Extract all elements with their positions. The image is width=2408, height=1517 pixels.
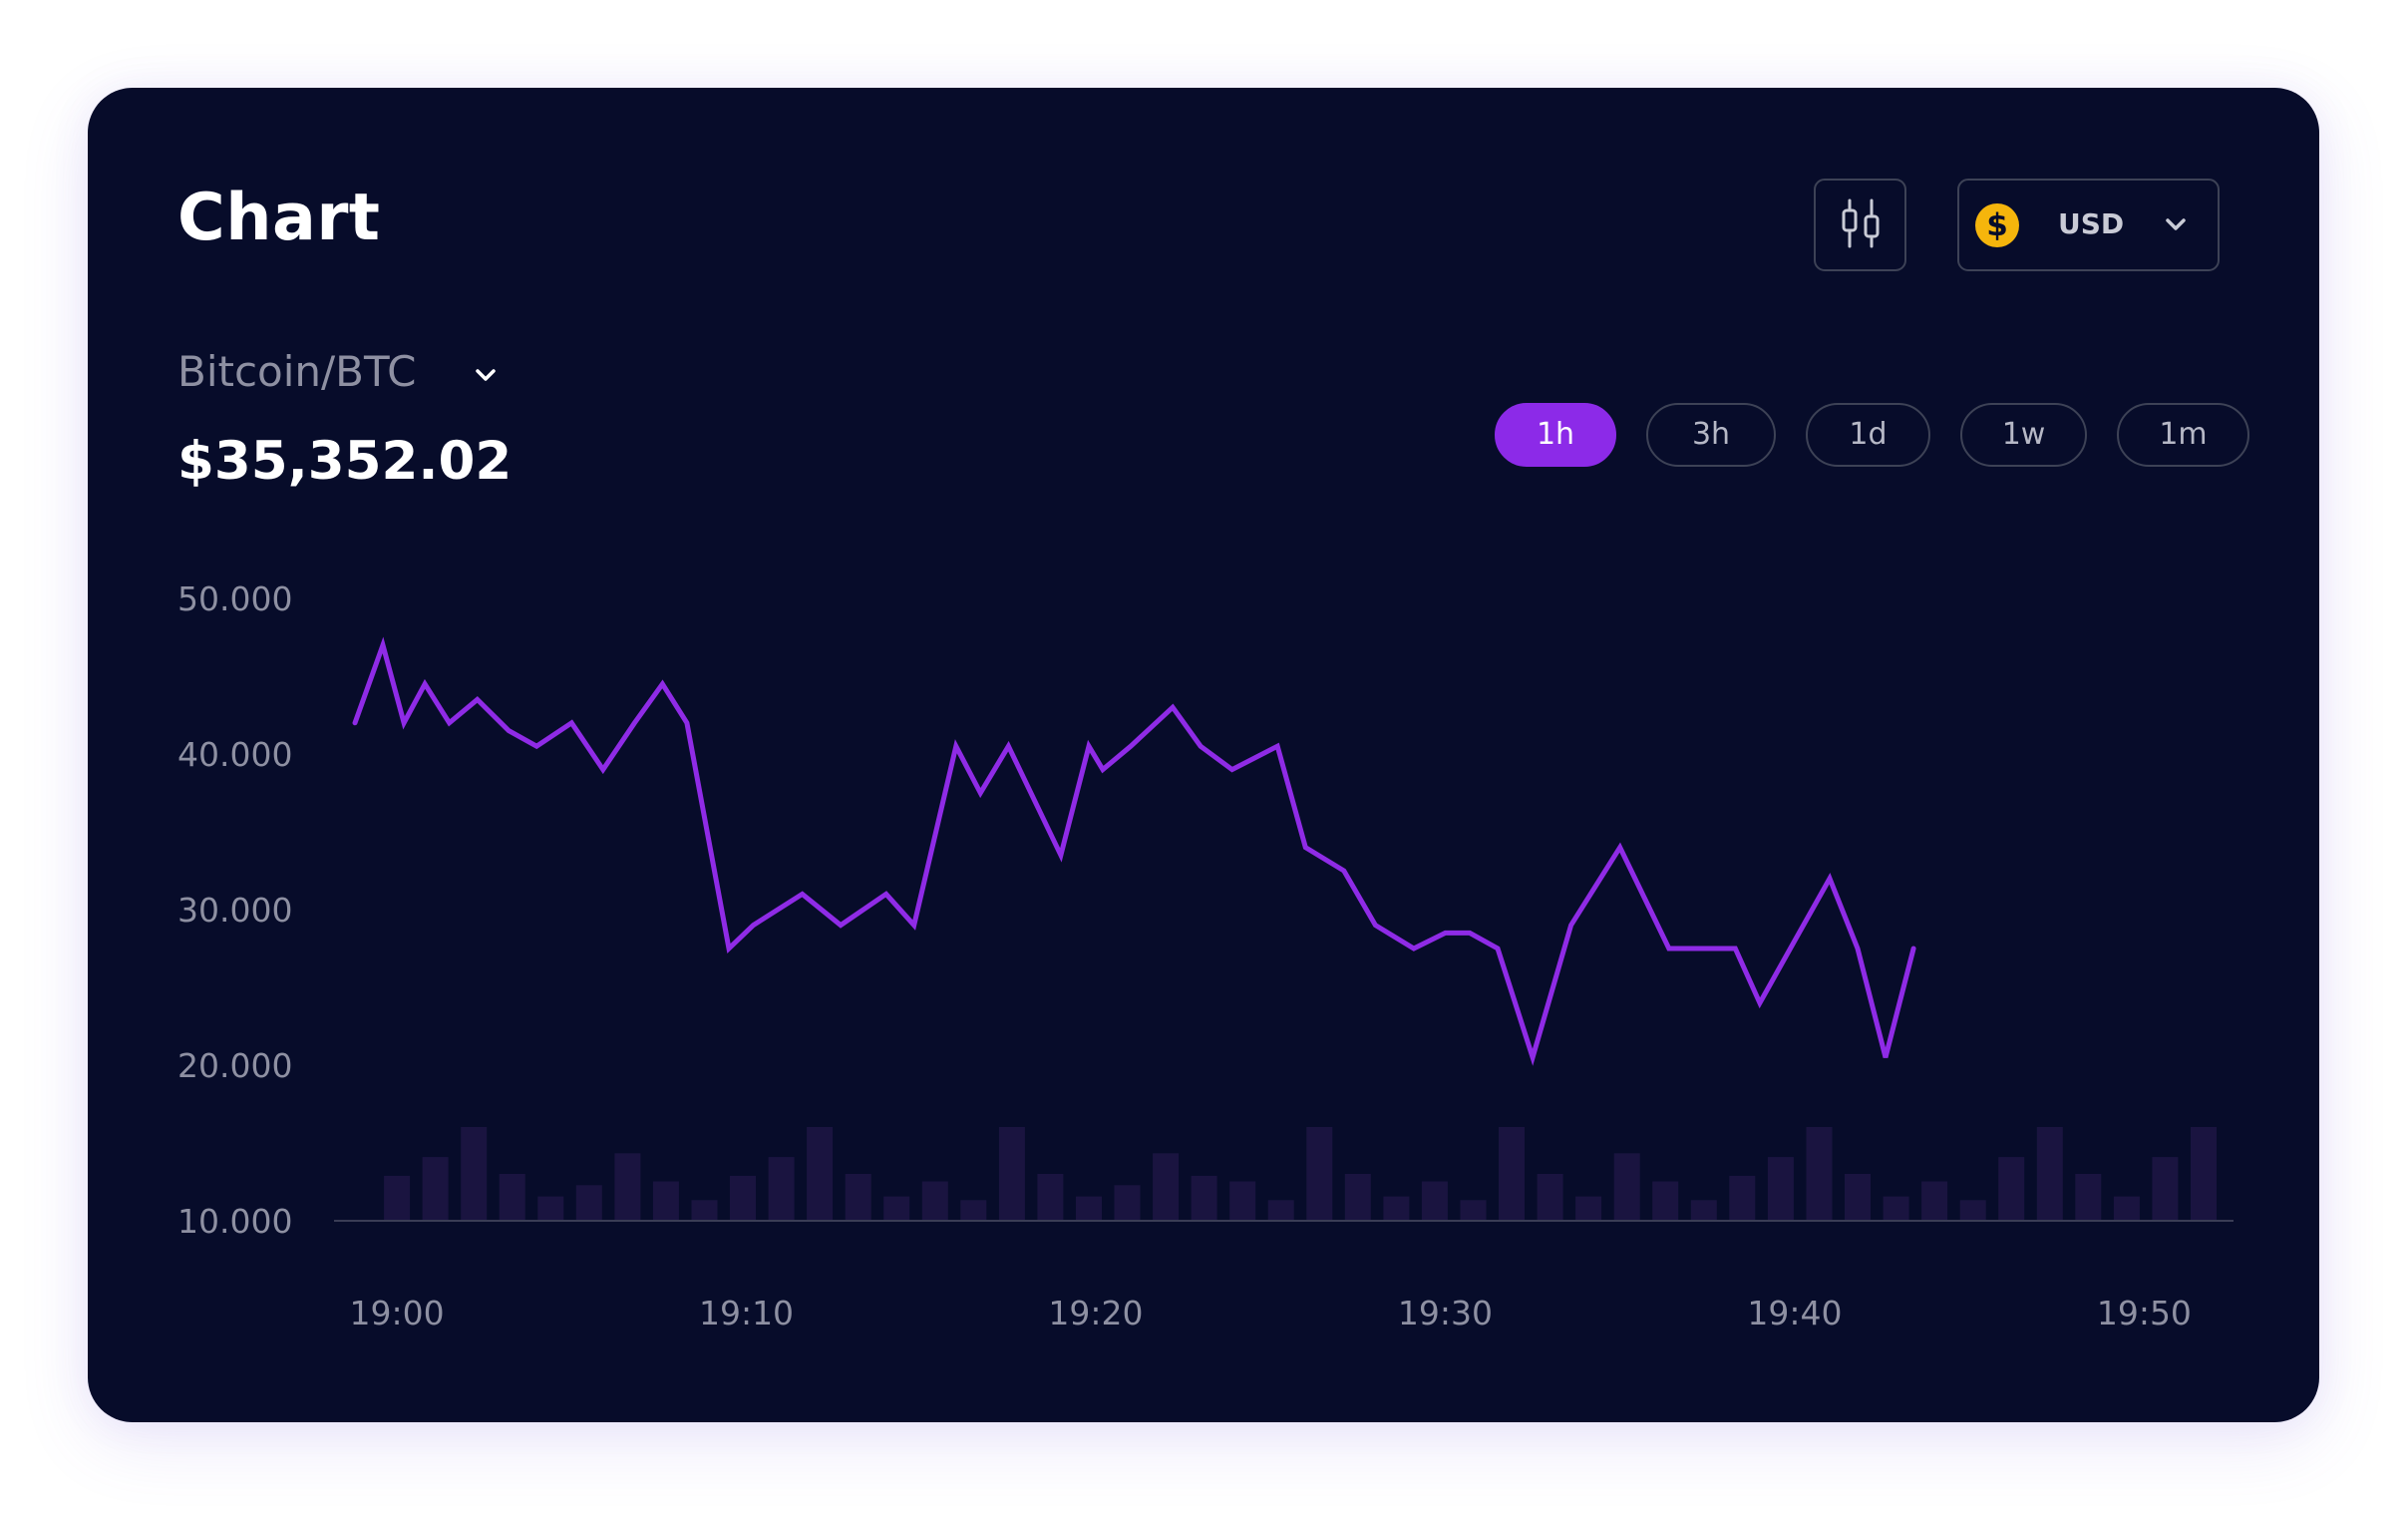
volume-bar <box>1421 1181 1448 1221</box>
volume-bar <box>384 1175 411 1221</box>
price-chart: 50.000 40.000 30.000 20.000 10.000 19:00 19:10… <box>177 579 2234 1332</box>
volume-bar <box>1460 1200 1487 1221</box>
dollar-coin-icon: $ <box>1975 203 2019 247</box>
volume-bar <box>845 1174 871 1221</box>
candlestick-toggle-button[interactable] <box>1814 179 1906 271</box>
volume-bar <box>1729 1175 1756 1221</box>
volume-bar <box>921 1181 948 1221</box>
timeframe-1m-button[interactable]: 1m <box>2117 403 2249 467</box>
y-tick-label: 20.000 <box>177 1046 292 1085</box>
volume-bar <box>883 1196 910 1221</box>
volume-bar <box>1652 1181 1679 1221</box>
volume-bar <box>1575 1196 1602 1221</box>
x-tick-label: 19:20 <box>1048 1294 1143 1332</box>
y-tick-label: 40.000 <box>177 735 292 774</box>
chevron-down-icon <box>2165 216 2187 236</box>
volume-bar <box>730 1175 756 1221</box>
volume-bar <box>1690 1200 1717 1221</box>
volume-bar <box>807 1127 834 1221</box>
volume-bar <box>499 1174 525 1221</box>
volume-bar <box>768 1157 795 1221</box>
volume-bar <box>2113 1196 2140 1221</box>
volume-bar <box>1921 1181 1948 1221</box>
timeframe-1h-button[interactable]: 1h <box>1495 403 1616 467</box>
timeframe-1w-button[interactable]: 1w <box>1960 403 2087 467</box>
volume-bar <box>2152 1157 2179 1221</box>
asset-pair-label: Bitcoin/BTC <box>177 347 417 396</box>
x-tick-label: 19:50 <box>2097 1294 2192 1332</box>
volume-bar <box>1306 1127 1333 1221</box>
price-line <box>352 636 1916 1066</box>
volume-bar <box>537 1196 564 1221</box>
volume-bar <box>2036 1127 2063 1221</box>
volume-bar <box>461 1127 488 1221</box>
x-tick-label: 19:10 <box>699 1294 794 1332</box>
volume-bar <box>1806 1127 1833 1221</box>
volume-bar <box>422 1157 449 1221</box>
chevron-down-icon <box>475 367 497 387</box>
volume-bar <box>1499 1127 1525 1221</box>
volume-bar <box>1153 1153 1180 1221</box>
volume-bar <box>2075 1174 2102 1221</box>
volume-bar <box>575 1185 602 1221</box>
volume-bar <box>1845 1174 1871 1221</box>
volume-bar <box>960 1200 987 1221</box>
asset-price: $35,352.02 <box>177 431 513 492</box>
volume-bar <box>1613 1153 1640 1221</box>
volume-bar <box>1537 1174 1563 1221</box>
timeframe-1d-button[interactable]: 1d <box>1806 403 1930 467</box>
volume-bar <box>1037 1174 1064 1221</box>
volume-bar <box>614 1153 641 1221</box>
x-tick-label: 19:40 <box>1747 1294 1842 1332</box>
volume-bar <box>1229 1181 1256 1221</box>
volume-bar <box>1267 1200 1294 1221</box>
x-tick-label: 19:30 <box>1398 1294 1493 1332</box>
volume-bar <box>1076 1196 1102 1221</box>
y-tick-label: 30.000 <box>177 891 292 930</box>
volume-bar <box>1344 1174 1371 1221</box>
volume-bar <box>652 1181 679 1221</box>
y-tick-label: 50.000 <box>177 579 292 618</box>
x-tick-label: 19:00 <box>350 1294 445 1332</box>
volume-bar <box>998 1127 1025 1221</box>
y-tick-label: 10.000 <box>177 1202 292 1241</box>
volume-bar <box>1998 1157 2025 1221</box>
volume-bar <box>1767 1157 1794 1221</box>
volume-bar <box>1959 1200 1986 1221</box>
volume-bar <box>691 1200 718 1221</box>
currency-select[interactable]: $ USD <box>1957 179 2220 271</box>
volume-bar <box>1191 1175 1217 1221</box>
volume-bar <box>2191 1127 2217 1221</box>
timeframe-3h-button[interactable]: 3h <box>1646 403 1776 467</box>
volume-bar <box>1114 1185 1141 1221</box>
volume-bar <box>1883 1196 1909 1221</box>
currency-label: USD <box>2058 207 2125 240</box>
page-title: Chart <box>177 181 381 255</box>
chart-card: Chart $ USD Bitcoin/BTC $35,352.02 <box>88 88 2319 1422</box>
volume-bar <box>1383 1196 1410 1221</box>
candlestick-icon <box>1838 198 1884 252</box>
